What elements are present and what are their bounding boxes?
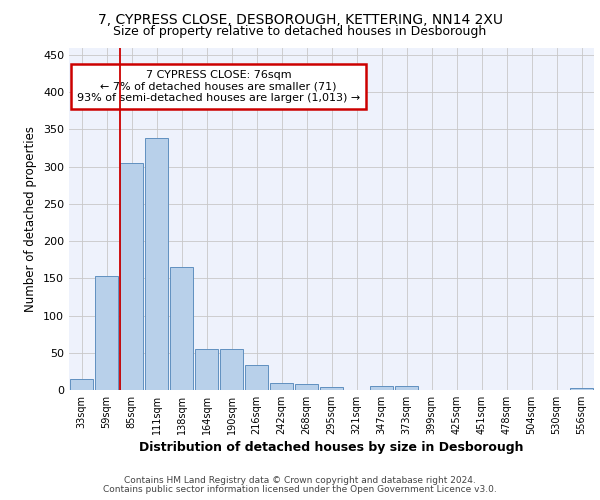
Bar — [145, 138, 168, 390]
Bar — [120, 163, 143, 390]
Text: Contains HM Land Registry data © Crown copyright and database right 2024.: Contains HM Land Registry data © Crown c… — [124, 476, 476, 485]
Bar — [220, 349, 243, 390]
Text: 7 CYPRESS CLOSE: 76sqm
← 7% of detached houses are smaller (71)
93% of semi-deta: 7 CYPRESS CLOSE: 76sqm ← 7% of detached … — [77, 70, 360, 103]
Bar — [295, 384, 318, 390]
Bar — [370, 386, 393, 390]
Bar — [245, 366, 268, 390]
Bar — [195, 349, 218, 390]
Text: Contains public sector information licensed under the Open Government Licence v3: Contains public sector information licen… — [103, 484, 497, 494]
Bar — [170, 267, 193, 390]
X-axis label: Distribution of detached houses by size in Desborough: Distribution of detached houses by size … — [139, 441, 524, 454]
Bar — [320, 387, 343, 390]
Bar — [70, 379, 93, 390]
Bar — [270, 384, 293, 390]
Bar — [395, 386, 418, 390]
Y-axis label: Number of detached properties: Number of detached properties — [25, 126, 37, 312]
Bar — [570, 388, 593, 390]
Bar — [95, 276, 118, 390]
Text: Size of property relative to detached houses in Desborough: Size of property relative to detached ho… — [113, 25, 487, 38]
Text: 7, CYPRESS CLOSE, DESBOROUGH, KETTERING, NN14 2XU: 7, CYPRESS CLOSE, DESBOROUGH, KETTERING,… — [97, 12, 503, 26]
